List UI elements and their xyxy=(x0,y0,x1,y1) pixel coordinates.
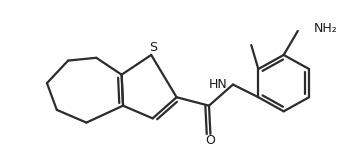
Text: O: O xyxy=(205,134,215,147)
Text: NH₂: NH₂ xyxy=(313,22,337,35)
Text: S: S xyxy=(150,41,157,54)
Text: HN: HN xyxy=(209,78,228,91)
